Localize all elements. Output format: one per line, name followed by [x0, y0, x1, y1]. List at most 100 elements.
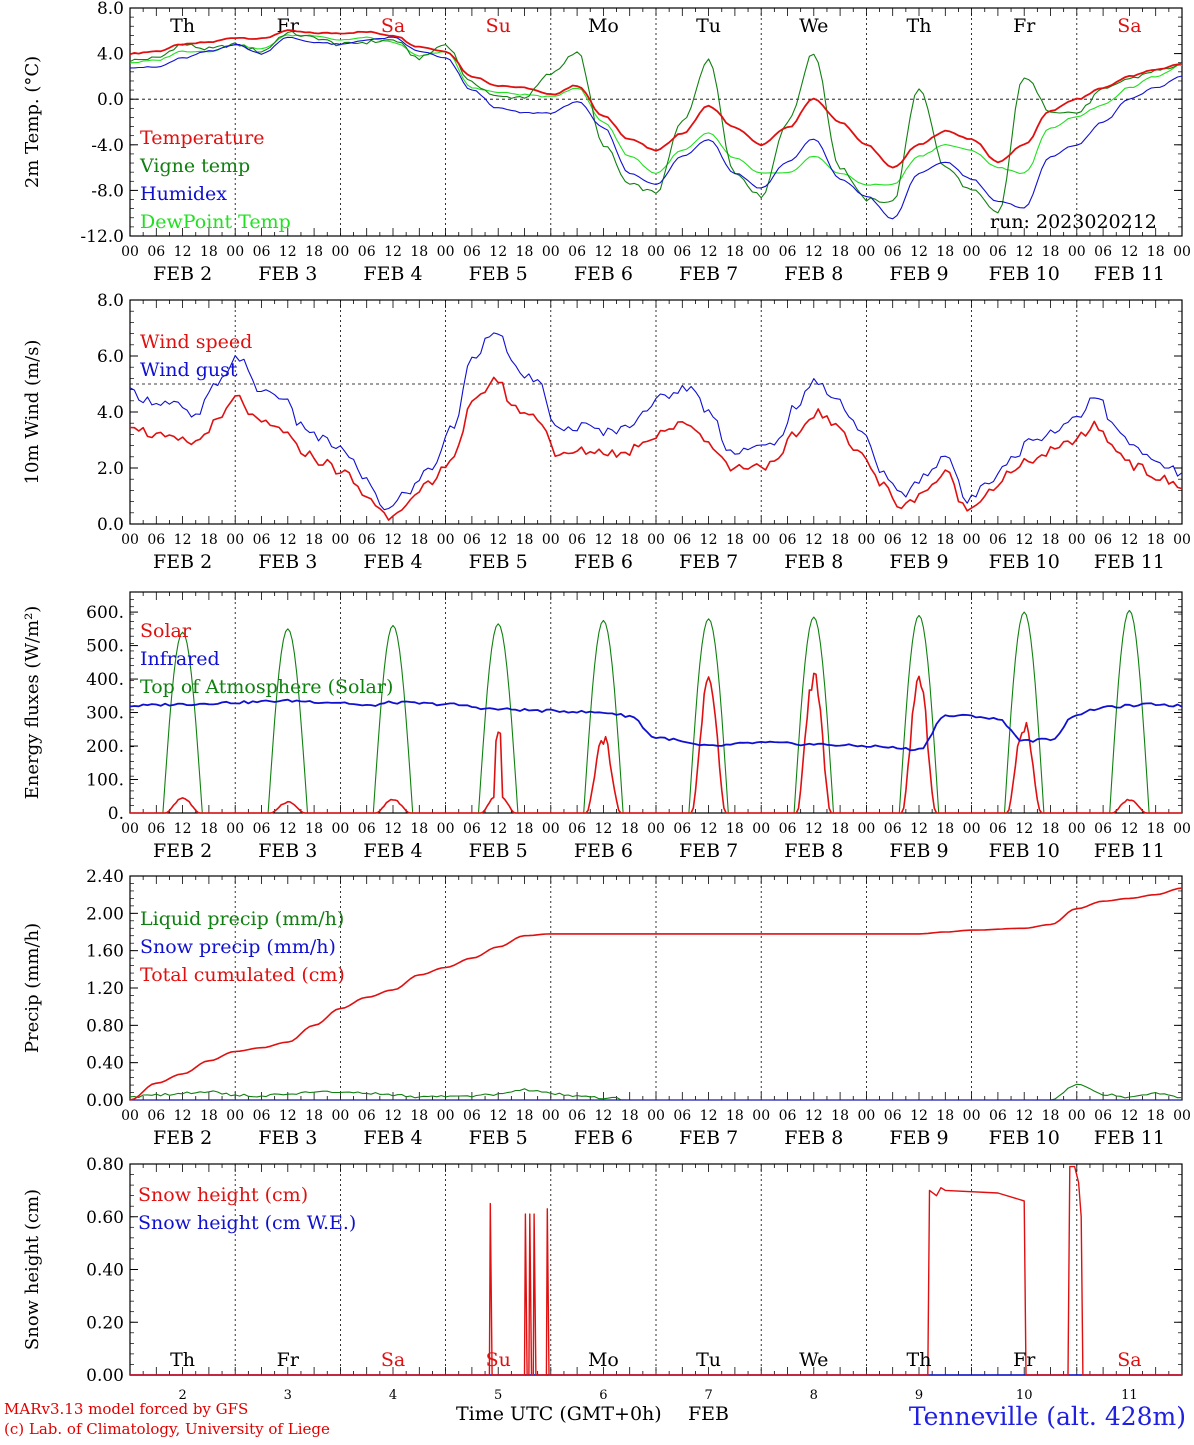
- hour-label: 06: [884, 1108, 902, 1124]
- hour-label: 06: [253, 244, 271, 260]
- hour-label: 00: [542, 1108, 560, 1124]
- day-abbr-label: Sa: [381, 1349, 405, 1371]
- hour-label: 00: [963, 244, 981, 260]
- hour-label: 12: [594, 821, 612, 837]
- hour-label: 00: [226, 821, 244, 837]
- hour-label: 06: [1094, 244, 1112, 260]
- hour-label: 12: [489, 244, 507, 260]
- hour-label: 18: [305, 1108, 323, 1124]
- y-tick-label: 0.40: [86, 1261, 124, 1281]
- hour-label: 12: [910, 532, 928, 548]
- hour-label: 00: [121, 244, 139, 260]
- hour-label: 00: [121, 821, 139, 837]
- hour-label: 18: [831, 244, 849, 260]
- legend-entry: Liquid precip (mm/h): [140, 908, 344, 930]
- hour-label: 18: [305, 532, 323, 548]
- hour-label: 06: [568, 532, 586, 548]
- hour-label: 06: [673, 532, 691, 548]
- hour-label: 00: [226, 1108, 244, 1124]
- hour-label: 12: [384, 1108, 402, 1124]
- hour-label: 18: [200, 532, 218, 548]
- hour-label: 06: [358, 1108, 376, 1124]
- hour-label: 00: [1173, 1108, 1191, 1124]
- hour-label: 18: [1042, 532, 1060, 548]
- day-abbr-label: Th: [907, 15, 932, 37]
- day-number-label: 8: [810, 1388, 818, 1403]
- y-axis-label: Snow height (cm): [22, 1189, 43, 1350]
- date-label: FEB 10: [989, 840, 1060, 862]
- hour-label: 18: [516, 532, 534, 548]
- legend-entry: Total cumulated (cm): [140, 964, 345, 986]
- hour-label: 06: [1094, 1108, 1112, 1124]
- hour-label: 18: [1147, 532, 1165, 548]
- hour-label: 18: [410, 1108, 428, 1124]
- day-abbr-label: Mo: [588, 15, 619, 37]
- hour-label: 00: [226, 244, 244, 260]
- panel-4: 2.40 2.00 1.60 1.20 0.80 0.40 0.00 Precip (mm/h…: [22, 867, 1191, 1149]
- hour-label: 12: [489, 821, 507, 837]
- hour-label: 00: [752, 1108, 770, 1124]
- hour-label: 18: [726, 821, 744, 837]
- y-axis-label: 2m Temp. (°C): [22, 56, 43, 188]
- month-label: FEB: [688, 1403, 729, 1425]
- hour-label: 00: [437, 1108, 455, 1124]
- day-abbr-label: Fr: [1013, 1349, 1036, 1371]
- hour-label: 06: [989, 1108, 1007, 1124]
- hour-label: 06: [779, 821, 797, 837]
- y-tick-label: 4.0: [97, 403, 124, 423]
- legend-entry: Top of Atmosphere (Solar): [140, 676, 393, 698]
- hour-label: 06: [463, 532, 481, 548]
- hour-label: 18: [1042, 821, 1060, 837]
- date-label: FEB 9: [889, 551, 948, 573]
- hour-label: 06: [253, 532, 271, 548]
- date-label: FEB 5: [469, 551, 528, 573]
- hour-label: 18: [936, 244, 954, 260]
- hour-label: 12: [1120, 1108, 1138, 1124]
- day-abbr-label: We: [799, 15, 828, 37]
- panel-2: 8.0 6.0 4.0 2.0 0.0 10m Wind (m/s) 00 06 12 18 00 0…: [22, 291, 1191, 573]
- hour-label: 18: [410, 821, 428, 837]
- day-abbr-label: Sa: [381, 15, 405, 37]
- day-abbr-label: Sa: [1117, 15, 1141, 37]
- hour-label: 06: [568, 244, 586, 260]
- day-number-label: 6: [599, 1388, 607, 1403]
- hour-label: 00: [331, 244, 349, 260]
- hour-label: 12: [1015, 1108, 1033, 1124]
- legend-entry: Wind gust: [140, 359, 238, 381]
- y-tick-label: 600.: [86, 603, 124, 623]
- hour-label: 00: [963, 821, 981, 837]
- hour-label: 06: [253, 1108, 271, 1124]
- hour-label: 12: [279, 821, 297, 837]
- legend-entry: Snow height (cm): [138, 1184, 308, 1206]
- day-abbr-label: Th: [907, 1349, 932, 1371]
- series-line: [130, 36, 1183, 220]
- hour-label: 12: [700, 1108, 718, 1124]
- date-label: FEB 5: [469, 840, 528, 862]
- hour-label: 18: [200, 244, 218, 260]
- hour-label: 12: [910, 1108, 928, 1124]
- hour-label: 06: [358, 821, 376, 837]
- hour-label: 18: [410, 532, 428, 548]
- hour-label: 00: [963, 1108, 981, 1124]
- date-label: FEB 3: [258, 1127, 317, 1149]
- legend-entry: Snow height (cm W.E.): [138, 1212, 356, 1234]
- hour-label: 00: [1173, 821, 1191, 837]
- hour-label: 06: [779, 244, 797, 260]
- day-abbr-label: We: [799, 1349, 828, 1371]
- hour-label: 12: [700, 532, 718, 548]
- date-label: FEB 5: [469, 263, 528, 285]
- hour-label: 00: [857, 821, 875, 837]
- series-line: [129, 30, 1183, 214]
- day-abbr-label: Th: [170, 1349, 195, 1371]
- hour-label: 18: [1042, 244, 1060, 260]
- hour-label: 12: [1015, 532, 1033, 548]
- hour-label: 00: [331, 1108, 349, 1124]
- hour-label: 12: [489, 532, 507, 548]
- date-label: FEB 9: [889, 840, 948, 862]
- panel-5: 0.80 0.60 0.40 0.20 0.00 Snow height (cm) Snow…: [22, 1155, 1183, 1425]
- hour-label: 00: [1068, 821, 1086, 837]
- y-tick-label: 6.0: [97, 347, 124, 367]
- legend-entry: Snow precip (mm/h): [140, 936, 336, 958]
